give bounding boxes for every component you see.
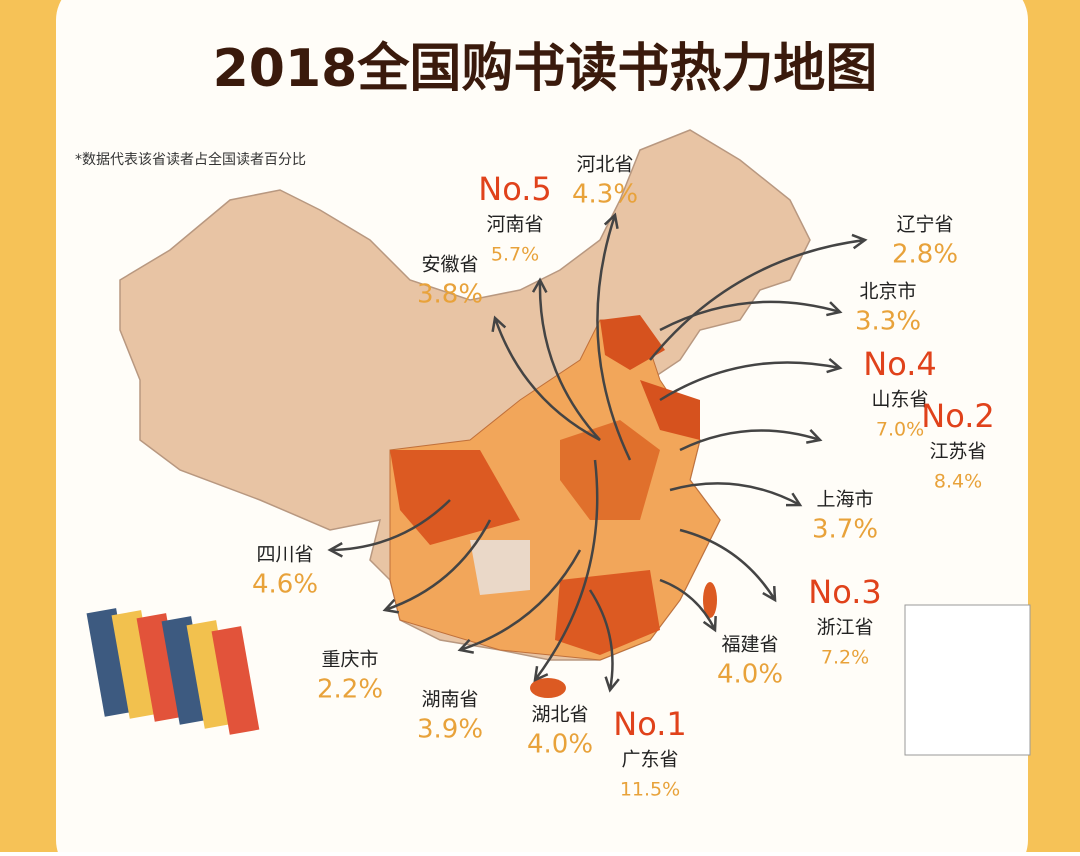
province-share: 3.3% [855,307,921,337]
arrow [669,482,801,507]
arrow-head [603,212,619,229]
south-sea-inset [904,604,1031,756]
arrow [459,549,582,652]
shandong-region [640,380,700,440]
hebei-region [600,315,665,370]
rank-label: No.1 [613,705,686,743]
province-name: 湖南省 [421,689,478,711]
arrow-head [851,233,868,250]
rank-label: No.2 [921,397,994,435]
province-name: 河南省 [486,214,543,236]
arrow-head [785,492,803,507]
map [119,129,811,698]
title: 2018全国购书读书热力地图 [213,39,878,99]
arrow [534,459,599,681]
arrow [538,279,601,441]
arrow-head [327,542,343,558]
province-share: 3.7% [812,515,878,545]
arrow-head [826,357,843,374]
hainan [530,678,566,698]
province-share: 4.0% [527,730,593,760]
arrow [679,429,821,452]
rank-label: No.3 [808,573,881,611]
arrow-head [762,585,777,603]
arrow [384,519,492,612]
arrow [493,317,601,442]
province-name: 浙江省 [816,617,873,639]
arrow [659,361,841,402]
province-name: 河北省 [576,154,633,176]
arrow [659,578,717,631]
arrow-head [826,301,843,317]
province-name: 辽宁省 [896,214,953,236]
province-share: 2.8% [892,240,958,270]
province-name: 山东省 [871,389,928,411]
province-share: 7.2% [821,647,869,669]
arrow-head [491,315,507,333]
arrow-head [382,598,400,614]
province-share: 4.0% [717,660,783,690]
arrow-head [457,638,474,654]
arrow [659,300,841,332]
province-share: 3.8% [417,280,483,310]
province-name: 四川省 [256,544,313,566]
province-share: 2.2% [317,675,383,705]
province-name: 江苏省 [929,441,986,463]
central-region [560,420,660,520]
province-name: 重庆市 [321,649,378,671]
rank-label: No.5 [478,170,551,208]
province-share: 4.6% [252,570,318,600]
province-share: 11.5% [620,779,680,801]
arrow-head [533,665,549,683]
province-share: 3.9% [417,715,483,745]
arrow-head [806,429,823,444]
arrow-head [702,615,717,633]
province-name: 广东省 [621,749,678,771]
arrow-head [604,676,620,693]
rank-label: No.4 [863,345,936,383]
arrow [329,499,451,552]
province-name: 福建省 [721,634,778,656]
arrow [679,528,777,601]
taiwan [703,582,717,618]
guizhou-region [470,540,530,595]
province-share: 7.0% [876,419,924,441]
arrow-head [531,277,548,294]
books-icon [86,608,260,735]
province-share: 8.4% [934,471,982,493]
arrow [588,589,614,691]
arrows [327,212,868,693]
arrow [649,238,866,361]
province-name: 上海市 [816,489,873,511]
province-share: 5.7% [491,244,539,266]
province-name: 湖北省 [531,704,588,726]
note: *数据代表该省读者占全国读者百分比 [75,151,306,168]
province-name: 北京市 [859,281,916,303]
province-name: 安徽省 [421,254,478,276]
province-share: 4.3% [572,180,638,210]
arrow [596,214,632,461]
